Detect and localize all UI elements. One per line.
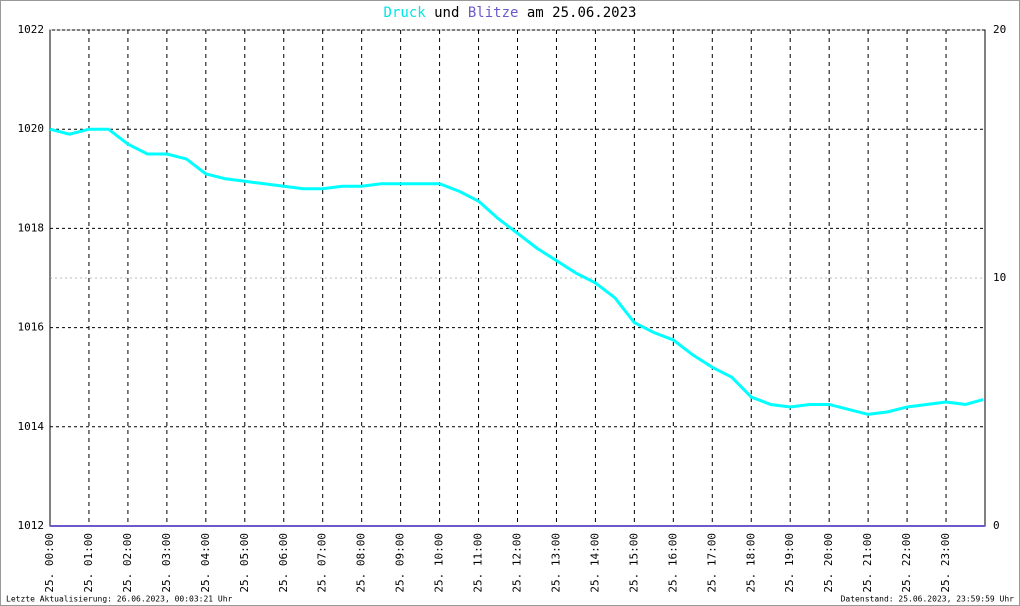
y-tick-label: 1016 [18, 321, 45, 334]
x-tick-label: 25. 20:00 [822, 533, 835, 593]
x-tick-label: 25. 01:00 [82, 533, 95, 593]
series-line [49, 127, 984, 416]
x-tick-label: 25. 21:00 [861, 533, 874, 593]
x-tick-label: 25. 16:00 [666, 533, 679, 593]
x-tick-label: 25. 13:00 [549, 533, 562, 593]
x-tick-label: 25. 08:00 [355, 533, 368, 593]
x-tick-label: 25. 07:00 [316, 533, 329, 593]
title-series: Druck [384, 5, 427, 21]
x-tick-label: 25. 14:00 [588, 533, 601, 593]
y-tick-label: 1018 [18, 221, 45, 234]
x-tick-label: 25. 09:00 [394, 533, 407, 593]
x-tick-label: 25. 18:00 [744, 533, 757, 593]
y-tick-label: 1020 [18, 122, 45, 135]
x-tick-label: 25. 06:00 [277, 533, 290, 593]
x-tick-label: 25. 23:00 [939, 533, 952, 593]
x-tick-label: 25. 11:00 [472, 533, 485, 593]
x-tick-label: 25. 12:00 [511, 533, 524, 593]
title-series: Blitze [468, 5, 519, 21]
y-tick-label: 1014 [18, 420, 45, 433]
y-tick-label: 1012 [18, 519, 45, 532]
chart-title: Druck und Blitze am 25.06.2023 [384, 5, 637, 21]
footer-left: Letzte Aktualisierung: 26.06.2023, 00:03… [6, 595, 233, 604]
x-tick-label: 25. 02:00 [121, 533, 134, 593]
y2-tick-label: 0 [993, 519, 1000, 532]
x-tick-label: 25. 19:00 [783, 533, 796, 593]
x-tick-label: 25. 00:00 [43, 533, 56, 593]
y-tick-label: 1022 [18, 23, 45, 36]
x-tick-label: 25. 22:00 [900, 533, 913, 593]
title-date: am 25.06.2023 [527, 5, 637, 21]
footer-right: Datenstand: 25.06.2023, 23:59:59 Uhr [841, 595, 1015, 604]
x-tick-label: 25. 15:00 [627, 533, 640, 593]
x-tick-label: 25. 05:00 [238, 533, 251, 593]
y2-tick-label: 20 [993, 23, 1006, 36]
x-tick-label: 25. 03:00 [160, 533, 173, 593]
x-tick-label: 25. 04:00 [199, 533, 212, 593]
title-connector: und [434, 5, 459, 21]
y2-tick-label: 10 [993, 271, 1006, 284]
x-tick-label: 25. 10:00 [433, 533, 446, 593]
x-tick-label: 25. 17:00 [705, 533, 718, 593]
